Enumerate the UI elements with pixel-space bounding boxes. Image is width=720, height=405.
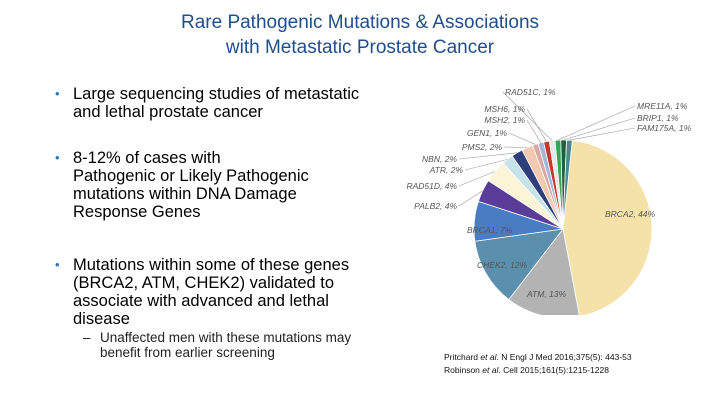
reference-1-author: Pritchard [444,352,479,362]
bullet-2-line-2: Pathogenic or Likely Pathogenic [73,167,309,185]
pie-label-msh6: MSH6, 1% [484,104,525,114]
reference-2-citation: . Cell 2015;161(5):1215-1228 [498,365,609,375]
bullet-2-line-3: mutations within DNA Damage [73,185,297,203]
bullet-1-line-1: Large sequencing studies of metastatic [73,85,360,103]
reference-1-citation: . N Engl J Med 2016;375(5): 443-53 [496,352,632,362]
pie-leader-nbn [458,152,518,160]
pie-leader-mre11a [557,105,636,141]
pie-label-fam175a: FAM175A, 1% [637,123,692,133]
bullet-marker: • [55,150,60,165]
pie-slice-chek2 [474,228,564,301]
bullet-2-line-4: Response Genes [73,203,201,221]
pie-label-rad51d: RAD51D, 4% [406,181,457,191]
pie-leader-pms2 [503,146,528,148]
bullet-3-line-2: (BRCA2, ATM, CHEK2) validated to [73,274,335,292]
bullet-marker: • [55,257,60,272]
bullet-3-line-3: associate with advanced and lethal [73,292,329,310]
references: Pritchard et al. N Engl J Med 2016;375(5… [444,351,632,377]
pie-leader-gen1 [508,132,536,145]
pie-label-rad51c: RAD51C, 1% [505,87,556,97]
pie-label-atr: ATR, 2% [429,165,464,175]
pie-leader-fam175a [569,127,636,141]
reference-1: Pritchard et al. N Engl J Med 2016;375(5… [444,351,632,364]
sub-bullet-line-2: benefit from earlier screening [100,345,275,360]
pie-label-atm: ATM, 13% [526,289,566,299]
title-line-2: with Metastatic Prostate Cancer [225,37,495,58]
reference-2-author: Robinson [444,365,480,375]
pie-leader-brip1 [563,117,636,141]
bullet-1-line-2: and lethal prostate cancer [73,103,263,121]
pie-leader-msh2 [526,119,542,143]
bullet-2-line-1: 8-12% of cases with [73,149,221,167]
pie-slice-fam175a [562,139,573,230]
slide-title: Rare Pathogenic Mutations & Associations… [0,10,720,60]
reference-1-etal: et al [480,352,497,362]
pie-leader-rad51d [458,171,496,187]
pie-label-mre11a: MRE11A, 1% [637,101,688,111]
sub-bullet-line-1: Unaffected men with these mutations may [100,330,352,345]
pie-label-brca1: BRCA1, 7% [467,225,513,235]
pie-label-pms2: PMS2, 2% [462,142,503,152]
pie-leader-palb2 [458,190,483,207]
reference-2-etal: et al [482,365,499,375]
pie-label-chek2: CHEK2, 12% [477,260,528,270]
reference-2: Robinson et al. Cell 2015;161(5):1215-12… [444,364,632,377]
title-line-1: Rare Pathogenic Mutations & Associations [180,12,540,33]
pie-label-palb2: PALB2, 4% [414,201,457,211]
bullet-3-line-4: disease [73,310,130,328]
pie-label-brca2: BRCA2, 44% [605,209,656,219]
pie-label-brip1: BRIP1, 1% [637,113,679,123]
pie-leader-atr [464,159,508,171]
pie-leader-rad51c [502,91,553,141]
pie-label-msh2: MSH2, 1% [484,115,525,125]
bullet-marker: • [55,86,60,101]
pie-chart: BRCA2, 44% ATM, 13% CHEK2, 12% BRCA1, 7% PAL… [395,85,715,319]
bullet-3-line-1: Mutations within some of these genes [73,256,350,274]
pie-chart-svg: BRCA2, 44% ATM, 13% CHEK2, 12% BRCA1, 7% PAL… [406,87,692,319]
pie-slice-brca2 [562,140,653,317]
pie-label-gen1: GEN1, 1% [467,128,508,138]
sub-bullet-marker: – [83,330,91,345]
pie-label-nbn: NBN, 2% [422,154,457,164]
